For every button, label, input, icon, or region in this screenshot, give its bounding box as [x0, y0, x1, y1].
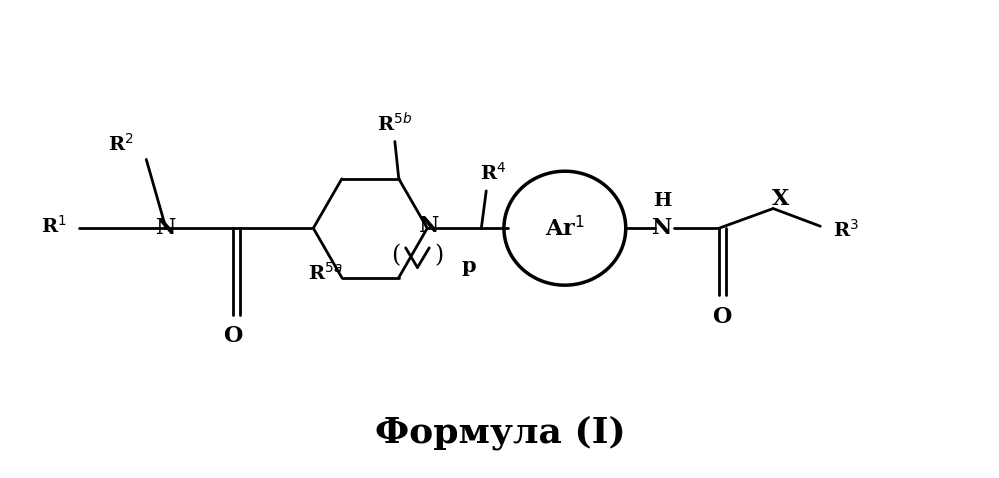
Text: R$^4$: R$^4$ [480, 162, 506, 184]
Text: Формула (I): Формула (I) [375, 415, 625, 450]
Text: (: ( [392, 244, 401, 267]
Text: R$^1$: R$^1$ [41, 215, 67, 237]
Text: R$^{5a}$: R$^{5a}$ [308, 261, 343, 283]
Text: N: N [156, 217, 176, 239]
Text: R$^{5b}$: R$^{5b}$ [378, 112, 413, 135]
Text: H: H [653, 192, 671, 210]
Text: N: N [419, 215, 440, 237]
Text: R$^2$: R$^2$ [108, 133, 134, 155]
Text: p: p [462, 256, 476, 275]
Text: N: N [652, 217, 672, 239]
Text: O: O [223, 325, 243, 348]
Text: X: X [772, 188, 789, 210]
Text: ): ) [435, 244, 444, 267]
Text: O: O [712, 305, 731, 327]
Text: R$^3$: R$^3$ [833, 219, 859, 241]
Text: Ar$^1$: Ar$^1$ [545, 216, 584, 241]
